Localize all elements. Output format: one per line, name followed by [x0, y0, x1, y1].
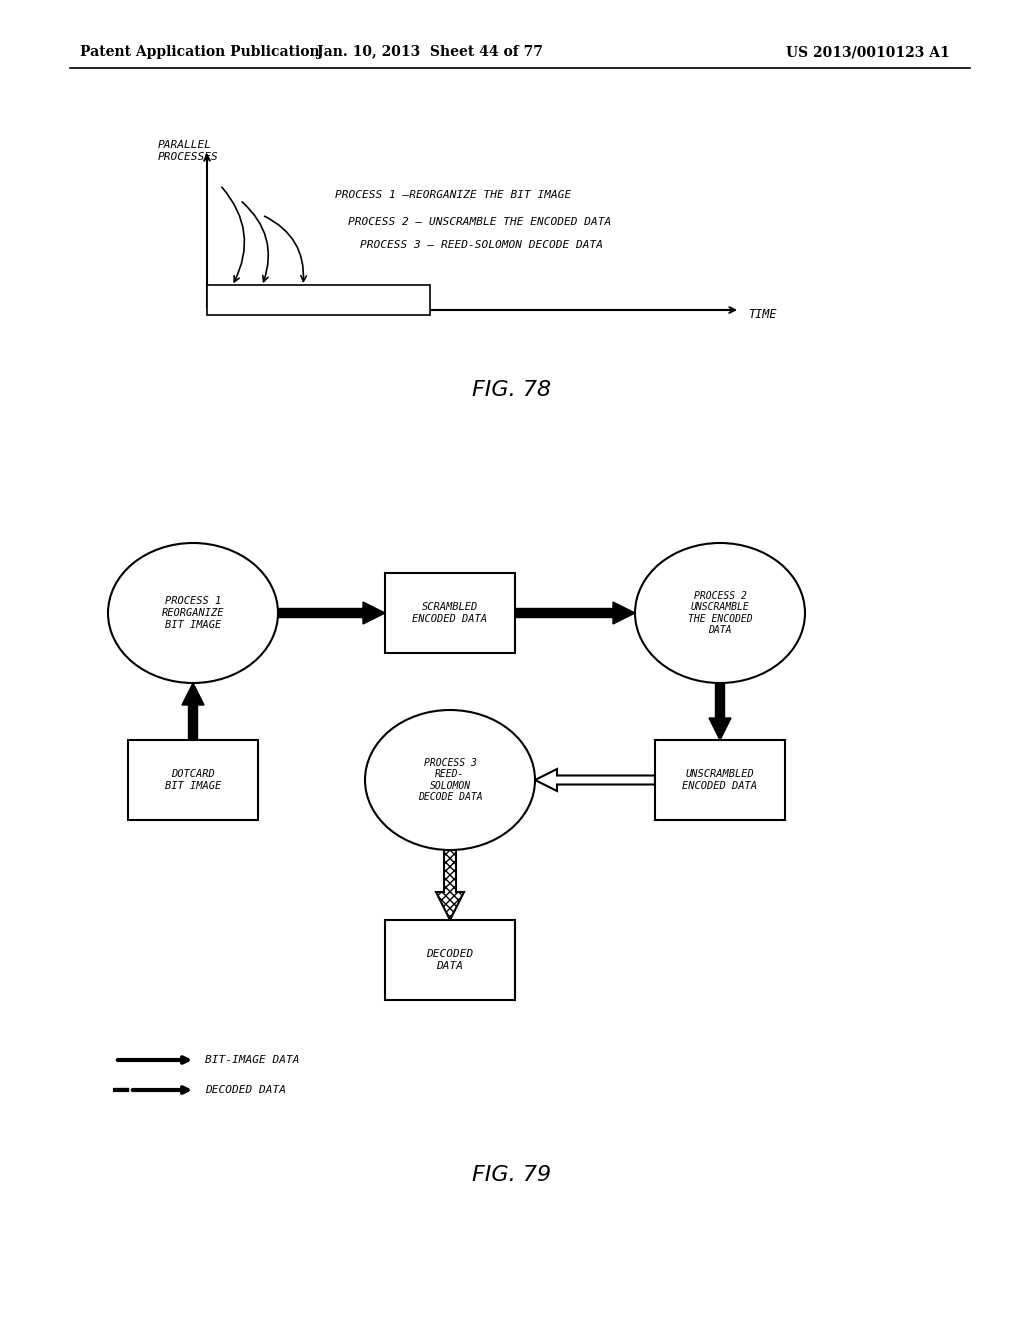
Bar	[128, 741, 258, 820]
Bar	[385, 920, 515, 1001]
Text: PROCESS 3 – REED-SOLOMON DECODE DATA: PROCESS 3 – REED-SOLOMON DECODE DATA	[360, 240, 603, 249]
Text: Jan. 10, 2013  Sheet 44 of 77: Jan. 10, 2013 Sheet 44 of 77	[317, 45, 543, 59]
Text: FIG. 78: FIG. 78	[472, 380, 552, 400]
Text: PARALLEL
PROCESSES: PARALLEL PROCESSES	[158, 140, 219, 161]
Text: PROCESS 3
REED-
SOLOMON
DECODE DATA: PROCESS 3 REED- SOLOMON DECODE DATA	[418, 758, 482, 803]
Text: DECODED DATA: DECODED DATA	[205, 1085, 286, 1096]
Text: UNSCRAMBLED
ENCODED DATA: UNSCRAMBLED ENCODED DATA	[683, 770, 758, 791]
Text: BIT-IMAGE DATA: BIT-IMAGE DATA	[205, 1055, 299, 1065]
Text: PROCESS 2 – UNSCRAMBLE THE ENCODED DATA: PROCESS 2 – UNSCRAMBLE THE ENCODED DATA	[348, 216, 611, 227]
Text: FIG. 79: FIG. 79	[472, 1166, 552, 1185]
Text: US 2013/0010123 A1: US 2013/0010123 A1	[786, 45, 950, 59]
Polygon shape	[535, 770, 655, 791]
Bar	[385, 573, 515, 653]
Text: PROCESS 2
UNSCRAMBLE
THE ENCODED
DATA: PROCESS 2 UNSCRAMBLE THE ENCODED DATA	[688, 590, 753, 635]
Text: DOTCARD
BIT IMAGE: DOTCARD BIT IMAGE	[165, 770, 221, 791]
Text: TIME: TIME	[748, 308, 776, 321]
Text: SCRAMBLED
ENCODED DATA: SCRAMBLED ENCODED DATA	[413, 602, 487, 624]
Text: PROCESS 1
REORGANIZE
BIT IMAGE: PROCESS 1 REORGANIZE BIT IMAGE	[162, 597, 224, 630]
Bar	[655, 741, 785, 820]
Bar	[207, 285, 430, 315]
Ellipse shape	[108, 543, 278, 682]
Text: DECODED
DATA: DECODED DATA	[426, 949, 474, 970]
Polygon shape	[436, 850, 464, 920]
Polygon shape	[182, 682, 204, 741]
Ellipse shape	[635, 543, 805, 682]
Polygon shape	[709, 682, 731, 741]
Ellipse shape	[365, 710, 535, 850]
Text: Patent Application Publication: Patent Application Publication	[80, 45, 319, 59]
Polygon shape	[515, 602, 635, 624]
Polygon shape	[278, 602, 385, 624]
Text: PROCESS 1 –REORGANIZE THE BIT IMAGE: PROCESS 1 –REORGANIZE THE BIT IMAGE	[335, 190, 571, 201]
